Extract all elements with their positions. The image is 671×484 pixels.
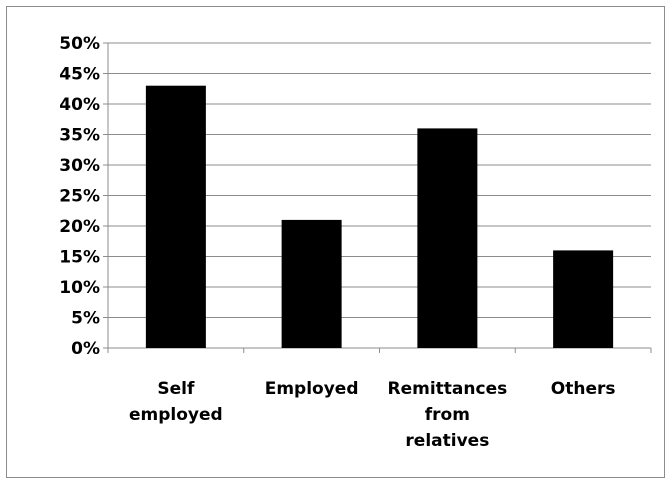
bar bbox=[417, 128, 478, 348]
y-tick-labels: 0% 5% 10% 15% 20% 25% 30% 35% 40% 45% 50% bbox=[59, 34, 100, 359]
y-tick-label: 30% bbox=[59, 156, 100, 176]
y-tick-label: 5% bbox=[71, 309, 100, 329]
bar bbox=[553, 250, 614, 348]
x-category-label: Remittances from relatives bbox=[388, 379, 508, 451]
bar bbox=[145, 85, 206, 348]
y-tick-label: 0% bbox=[71, 339, 100, 359]
y-tick-label: 45% bbox=[59, 65, 100, 85]
y-tick-label: 10% bbox=[59, 278, 100, 298]
y-tick-label: 15% bbox=[59, 248, 100, 268]
bars bbox=[145, 85, 614, 348]
x-category-labels: Self employed Employed Remittances from relat… bbox=[129, 379, 615, 451]
x-category-label: Employed bbox=[265, 379, 359, 399]
x-category-label: Others bbox=[551, 379, 616, 399]
y-tick-label: 50% bbox=[59, 34, 100, 54]
y-tick-label: 25% bbox=[59, 187, 100, 207]
bar bbox=[281, 219, 342, 348]
y-tick-label: 20% bbox=[59, 217, 100, 237]
y-tick-label: 40% bbox=[59, 95, 100, 115]
y-tick-label: 35% bbox=[59, 126, 100, 146]
x-category-label: Self employed bbox=[129, 379, 223, 425]
